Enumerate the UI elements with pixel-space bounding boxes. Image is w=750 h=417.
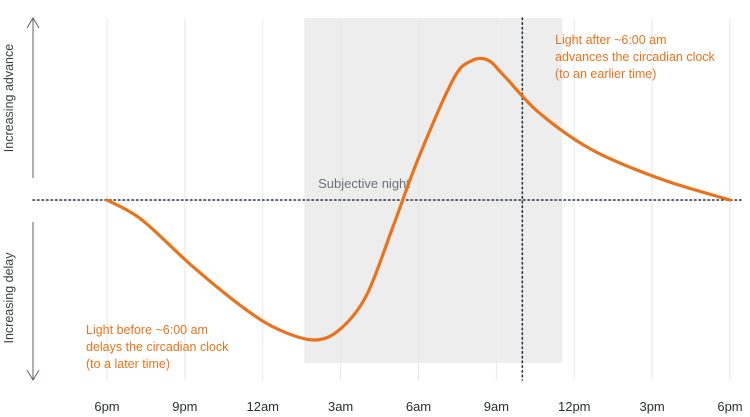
x-tick-label: 6am — [406, 399, 431, 414]
vertical-gridlines — [106, 18, 731, 380]
annotation-delay-line-1: Light before ~6:00 am — [86, 323, 208, 337]
x-tick-labels: 6pm 9pm 12am 3am 6am 9am 12pm 3pm 6pm — [94, 399, 742, 414]
x-tick-label: 12pm — [558, 399, 591, 414]
x-tick-label: 9am — [484, 399, 509, 414]
y-axis-arrows — [26, 17, 40, 381]
annotation-advance-line-3: (to an earlier time) — [555, 67, 656, 81]
y-label-delay: Increasing delay — [2, 252, 16, 344]
subjective-night-label: Subjective night — [318, 176, 410, 191]
annotation-advance-line-1: Light after ~6:00 am — [555, 33, 667, 47]
up-arrow-icon — [26, 17, 40, 29]
x-tick-label: 9pm — [172, 399, 197, 414]
subjective-night-band — [304, 18, 563, 363]
x-tick-label: 6pm — [717, 399, 742, 414]
annotation-delay: Light before ~6:00 am delays the circadi… — [86, 323, 232, 371]
annotation-delay-line-2: delays the circadian clock — [86, 340, 229, 354]
x-tick-label: 3pm — [639, 399, 664, 414]
phase-response-curve — [105, 56, 732, 342]
x-tick-label: 12am — [246, 399, 279, 414]
annotation-advance-line-2: advances the circadian clock — [555, 50, 716, 64]
down-arrow-icon — [26, 369, 40, 381]
x-tick-label: 6pm — [94, 399, 119, 414]
annotation-advance: Light after ~6:00 am advances the circad… — [555, 33, 718, 81]
y-label-advance: Increasing advance — [2, 44, 16, 152]
annotation-delay-line-3: (to a later time) — [86, 357, 170, 371]
x-tick-label: 3am — [328, 399, 353, 414]
